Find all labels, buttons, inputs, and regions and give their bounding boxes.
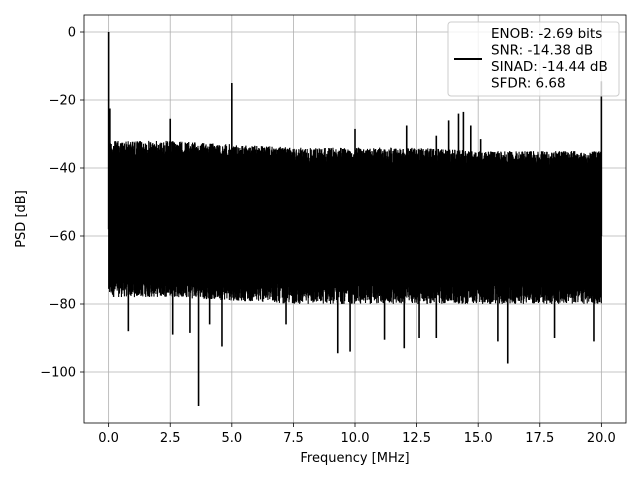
x-tick-label: 12.5: [402, 431, 431, 446]
x-tick-label: 15.0: [464, 431, 493, 446]
x-tick-label: 20.0: [587, 431, 616, 446]
legend-entry-line: ENOB: -2.69 bits: [491, 26, 602, 42]
y-tick-label: 0: [68, 26, 76, 41]
y-tick-label: −80: [49, 298, 76, 313]
x-tick-label: 7.5: [283, 431, 304, 446]
legend-entry-line: SFDR: 6.68: [491, 76, 566, 92]
x-axis-label: Frequency [MHz]: [300, 451, 409, 466]
y-axis: 0 −20 −40 −60 −80 −100: [40, 26, 84, 381]
y-tick-label: −100: [40, 366, 76, 381]
y-tick-label: −20: [49, 94, 76, 109]
legend-box: [447, 21, 620, 97]
y-tick-label: −40: [49, 162, 76, 177]
legend-entry-line: SNR: -14.38 dB: [491, 43, 593, 59]
x-tick-label: 2.5: [160, 431, 181, 446]
x-tick-label: 5.0: [221, 431, 242, 446]
y-tick-label: −60: [49, 230, 76, 245]
x-axis: 0.0 2.5 5.0 7.5 10.0 12.5 15.0 17.5 20.0: [98, 423, 616, 446]
series-group: [107, 32, 603, 406]
x-tick-label: 17.5: [525, 431, 554, 446]
x-tick-label: 10.0: [341, 431, 370, 446]
y-axis-label: PSD [dB]: [14, 190, 29, 248]
plot-area: [107, 32, 603, 406]
x-tick-label: 0.0: [98, 431, 119, 446]
legend-entry-line: SINAD: -14.44 dB: [491, 59, 608, 75]
